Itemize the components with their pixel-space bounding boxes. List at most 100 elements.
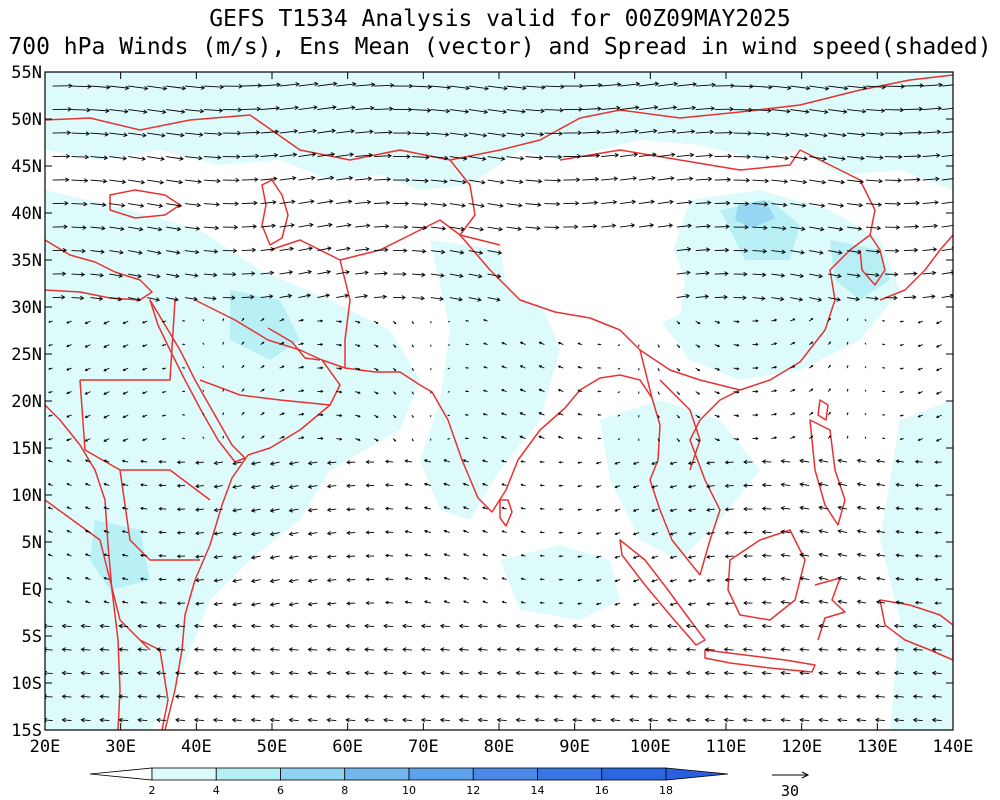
wind-arrow: [771, 249, 786, 255]
wind-arrow: [365, 601, 375, 605]
wind-arrow: [647, 717, 658, 723]
wind-arrow: [449, 226, 466, 232]
wind-arrow: [109, 202, 126, 208]
wind-arrow: [941, 201, 953, 205]
wind-arrow: [213, 554, 223, 560]
wind-arrow: [392, 367, 397, 372]
wind-arrow: [501, 530, 507, 534]
wind-arrow: [553, 694, 564, 699]
wind-arrow: [203, 131, 223, 137]
wind-arrow: [373, 438, 379, 442]
wind-arrow: [884, 225, 901, 230]
wind-arrow: [336, 293, 350, 299]
wind-arrow: [934, 483, 942, 488]
wind-arrow: [250, 531, 261, 537]
wind-arrow: [538, 388, 545, 393]
wind-arrow: [799, 529, 810, 534]
wind-arrow: [577, 602, 583, 605]
wind-arrow: [269, 670, 280, 676]
wind-arrow: [430, 226, 447, 231]
wind-arrow: [449, 297, 463, 302]
wind-arrow: [420, 647, 431, 652]
wind-arrow: [865, 108, 886, 113]
wind-arrow: [402, 670, 413, 676]
wind-arrow: [752, 272, 767, 278]
wind-arrow: [326, 460, 337, 465]
wind-arrow: [156, 647, 167, 652]
wind-arrow: [279, 318, 285, 322]
wind-arrow: [676, 246, 692, 252]
wind-arrow: [374, 200, 391, 206]
wind-arrow: [66, 577, 72, 581]
wind-arrow: [439, 717, 450, 723]
wind-arrow: [443, 529, 450, 534]
wind-arrow: [629, 647, 640, 652]
wind-arrow: [430, 273, 445, 278]
wind-arrow: [856, 694, 867, 699]
wind-arrow: [449, 273, 464, 279]
wind-arrow: [799, 599, 810, 605]
wind-arrow: [742, 694, 753, 699]
wind-arrow: [752, 296, 766, 301]
wind-arrow: [591, 717, 602, 723]
wind-arrow: [393, 224, 409, 230]
wind-arrow: [864, 342, 867, 345]
wind-arrow: [534, 670, 545, 676]
wind-arrow: [141, 391, 148, 395]
wind-arrow: [355, 152, 373, 158]
wind-arrow: [103, 367, 110, 372]
wind-arrow: [714, 247, 730, 253]
wind-arrow: [856, 482, 867, 487]
wind-arrow: [202, 436, 205, 439]
wind-arrow: [914, 530, 923, 535]
wind-arrow: [326, 484, 337, 489]
wind-arrow: [884, 295, 898, 301]
wind-arrow: [553, 647, 564, 652]
spread-region-east-africa: [90, 520, 150, 590]
wind-arrow: [657, 414, 660, 419]
colorbar-tick-label: 6: [277, 784, 284, 797]
wind-arrow: [336, 367, 343, 371]
wind-arrow: [423, 482, 432, 487]
wind-arrow: [922, 223, 939, 229]
wind-arrow: [137, 623, 148, 629]
wind-arrow: [714, 177, 732, 182]
wind-arrow: [176, 483, 186, 488]
wind-arrow: [346, 507, 356, 512]
wind-arrow: [48, 320, 53, 323]
colorbar-tick-label: 18: [659, 784, 673, 797]
wind-arrow: [501, 553, 507, 557]
wind-arrow: [464, 413, 469, 416]
wind-arrow: [771, 365, 778, 369]
wind-arrow: [520, 530, 526, 534]
wind-arrow: [818, 529, 829, 534]
wind-arrow: [808, 388, 814, 392]
wind-arrow: [557, 412, 564, 416]
wind-arrow: [52, 295, 66, 300]
wind-arrow: [336, 343, 343, 347]
wind-arrow: [260, 223, 276, 229]
wind-arrow: [326, 554, 337, 560]
wind-arrow: [761, 553, 772, 558]
wind-arrow: [809, 85, 830, 91]
wind-arrow: [202, 366, 205, 369]
wind-arrow: [563, 107, 583, 112]
wind-arrow: [383, 623, 394, 629]
wind-arrow: [676, 391, 680, 395]
wind-arrow: [638, 415, 640, 418]
wind-arrow: [790, 297, 804, 302]
wind-arrow: [184, 108, 205, 114]
wind-arrow: [706, 507, 715, 512]
wind-arrow: [733, 248, 749, 253]
wind-arrow: [420, 694, 431, 699]
wind-arrow: [676, 270, 691, 276]
wind-arrow: [52, 248, 68, 253]
wind-arrow: [213, 578, 223, 583]
wind-arrow: [420, 670, 431, 676]
wind-arrow: [856, 670, 867, 676]
wind-arrow: [676, 293, 690, 299]
wind-arrow: [614, 532, 621, 536]
wind-arrow: [393, 130, 412, 136]
wind-arrow: [638, 105, 659, 111]
wind-arrow: [121, 553, 129, 557]
